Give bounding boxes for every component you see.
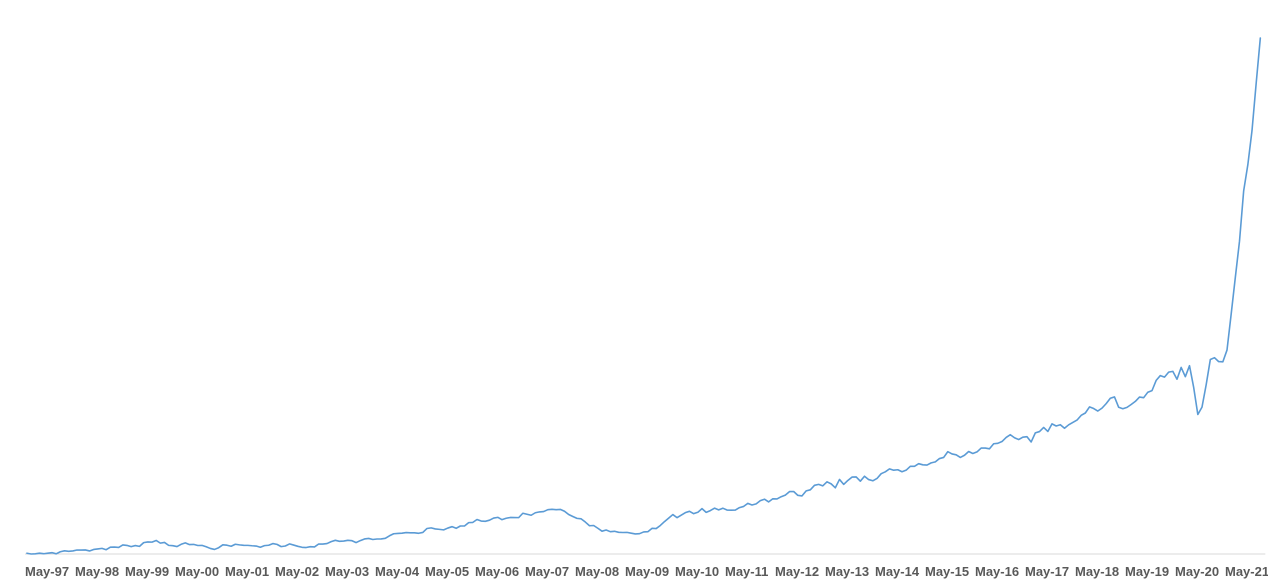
svg-text:May-00: May-00 [175,564,219,579]
svg-text:May-03: May-03 [325,564,369,579]
svg-text:May-14: May-14 [875,564,920,579]
svg-text:May-08: May-08 [575,564,619,579]
svg-text:May-11: May-11 [725,564,768,579]
svg-text:May-15: May-15 [925,564,969,579]
svg-text:May-16: May-16 [975,564,1019,579]
svg-text:May-10: May-10 [675,564,719,579]
svg-text:May-05: May-05 [425,564,469,579]
svg-text:May-07: May-07 [525,564,569,579]
svg-text:May-04: May-04 [375,564,420,579]
svg-text:May-17: May-17 [1025,564,1069,579]
svg-text:May-09: May-09 [625,564,669,579]
svg-text:May-02: May-02 [275,564,319,579]
svg-text:May-20: May-20 [1175,564,1219,579]
svg-text:May-97: May-97 [25,564,69,579]
svg-text:May-98: May-98 [75,564,119,579]
svg-text:May-18: May-18 [1075,564,1119,579]
svg-text:May-06: May-06 [475,564,519,579]
svg-text:May-21: May-21 [1225,564,1268,579]
svg-text:May-12: May-12 [775,564,819,579]
svg-text:May-13: May-13 [825,564,869,579]
svg-text:May-01: May-01 [225,564,269,579]
svg-text:May-99: May-99 [125,564,169,579]
svg-text:May-19: May-19 [1125,564,1169,579]
